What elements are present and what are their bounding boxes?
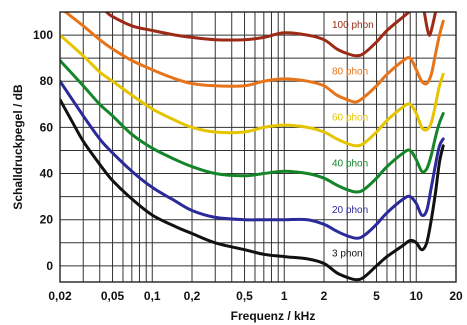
x-tick-labels: 0,02 0,05 0,1 0,2 0,5 1 2 5 10 20 xyxy=(48,289,463,303)
series-line-100-phon xyxy=(105,12,411,58)
x-tick-label: 0,05 xyxy=(101,289,125,303)
series-line-60-phon xyxy=(60,33,445,148)
y-tick-label: 60 xyxy=(40,120,54,134)
series-label-40-phon: 40 phon xyxy=(332,159,368,170)
x-tick-label: 10 xyxy=(410,289,424,303)
series-line-20-phon xyxy=(60,79,445,240)
x-tick-label: 5 xyxy=(373,289,380,303)
series-label-60-phon: 60 phon xyxy=(332,112,368,123)
x-tick-label: 1 xyxy=(281,289,288,303)
x-tick-label: 0,02 xyxy=(48,289,72,303)
series-line-3-phon xyxy=(60,98,445,282)
plot-frame xyxy=(59,11,457,283)
x-tick-label: 0,1 xyxy=(144,289,161,303)
series-label-80-phon: 80 phon xyxy=(332,66,368,77)
x-axis-label: Frequenz / kHz xyxy=(231,309,316,323)
series-label-100-phon: 100 phon xyxy=(332,20,374,31)
y-tick-label: 40 xyxy=(40,167,54,181)
x-tick-label: 0,5 xyxy=(236,289,253,303)
x-tick-label: 20 xyxy=(449,289,463,303)
series-label-20-phon: 20 phon xyxy=(332,205,368,216)
series-line-100-phon-tail xyxy=(422,12,438,37)
series-labels: 3 phon 20 phon 40 phon 60 phon 80 phon 100 ph… xyxy=(332,20,374,259)
x-tick-label: 0,2 xyxy=(184,289,201,303)
x-tick-label: 2 xyxy=(321,289,328,303)
series-label-3-phon: 3 phon xyxy=(332,249,363,260)
series-curves xyxy=(60,12,445,282)
y-tick-label: 80 xyxy=(40,74,54,88)
y-tick-label: 100 xyxy=(33,28,53,42)
y-tick-label: 0 xyxy=(46,259,53,273)
y-axis-label: Schalldruckpegel / dB xyxy=(11,84,25,210)
y-tick-labels: 0 20 40 60 80 100 xyxy=(33,28,53,273)
y-tick-label: 20 xyxy=(40,213,54,227)
series-line-40-phon xyxy=(60,59,445,194)
series-line-80-phon xyxy=(64,12,445,104)
